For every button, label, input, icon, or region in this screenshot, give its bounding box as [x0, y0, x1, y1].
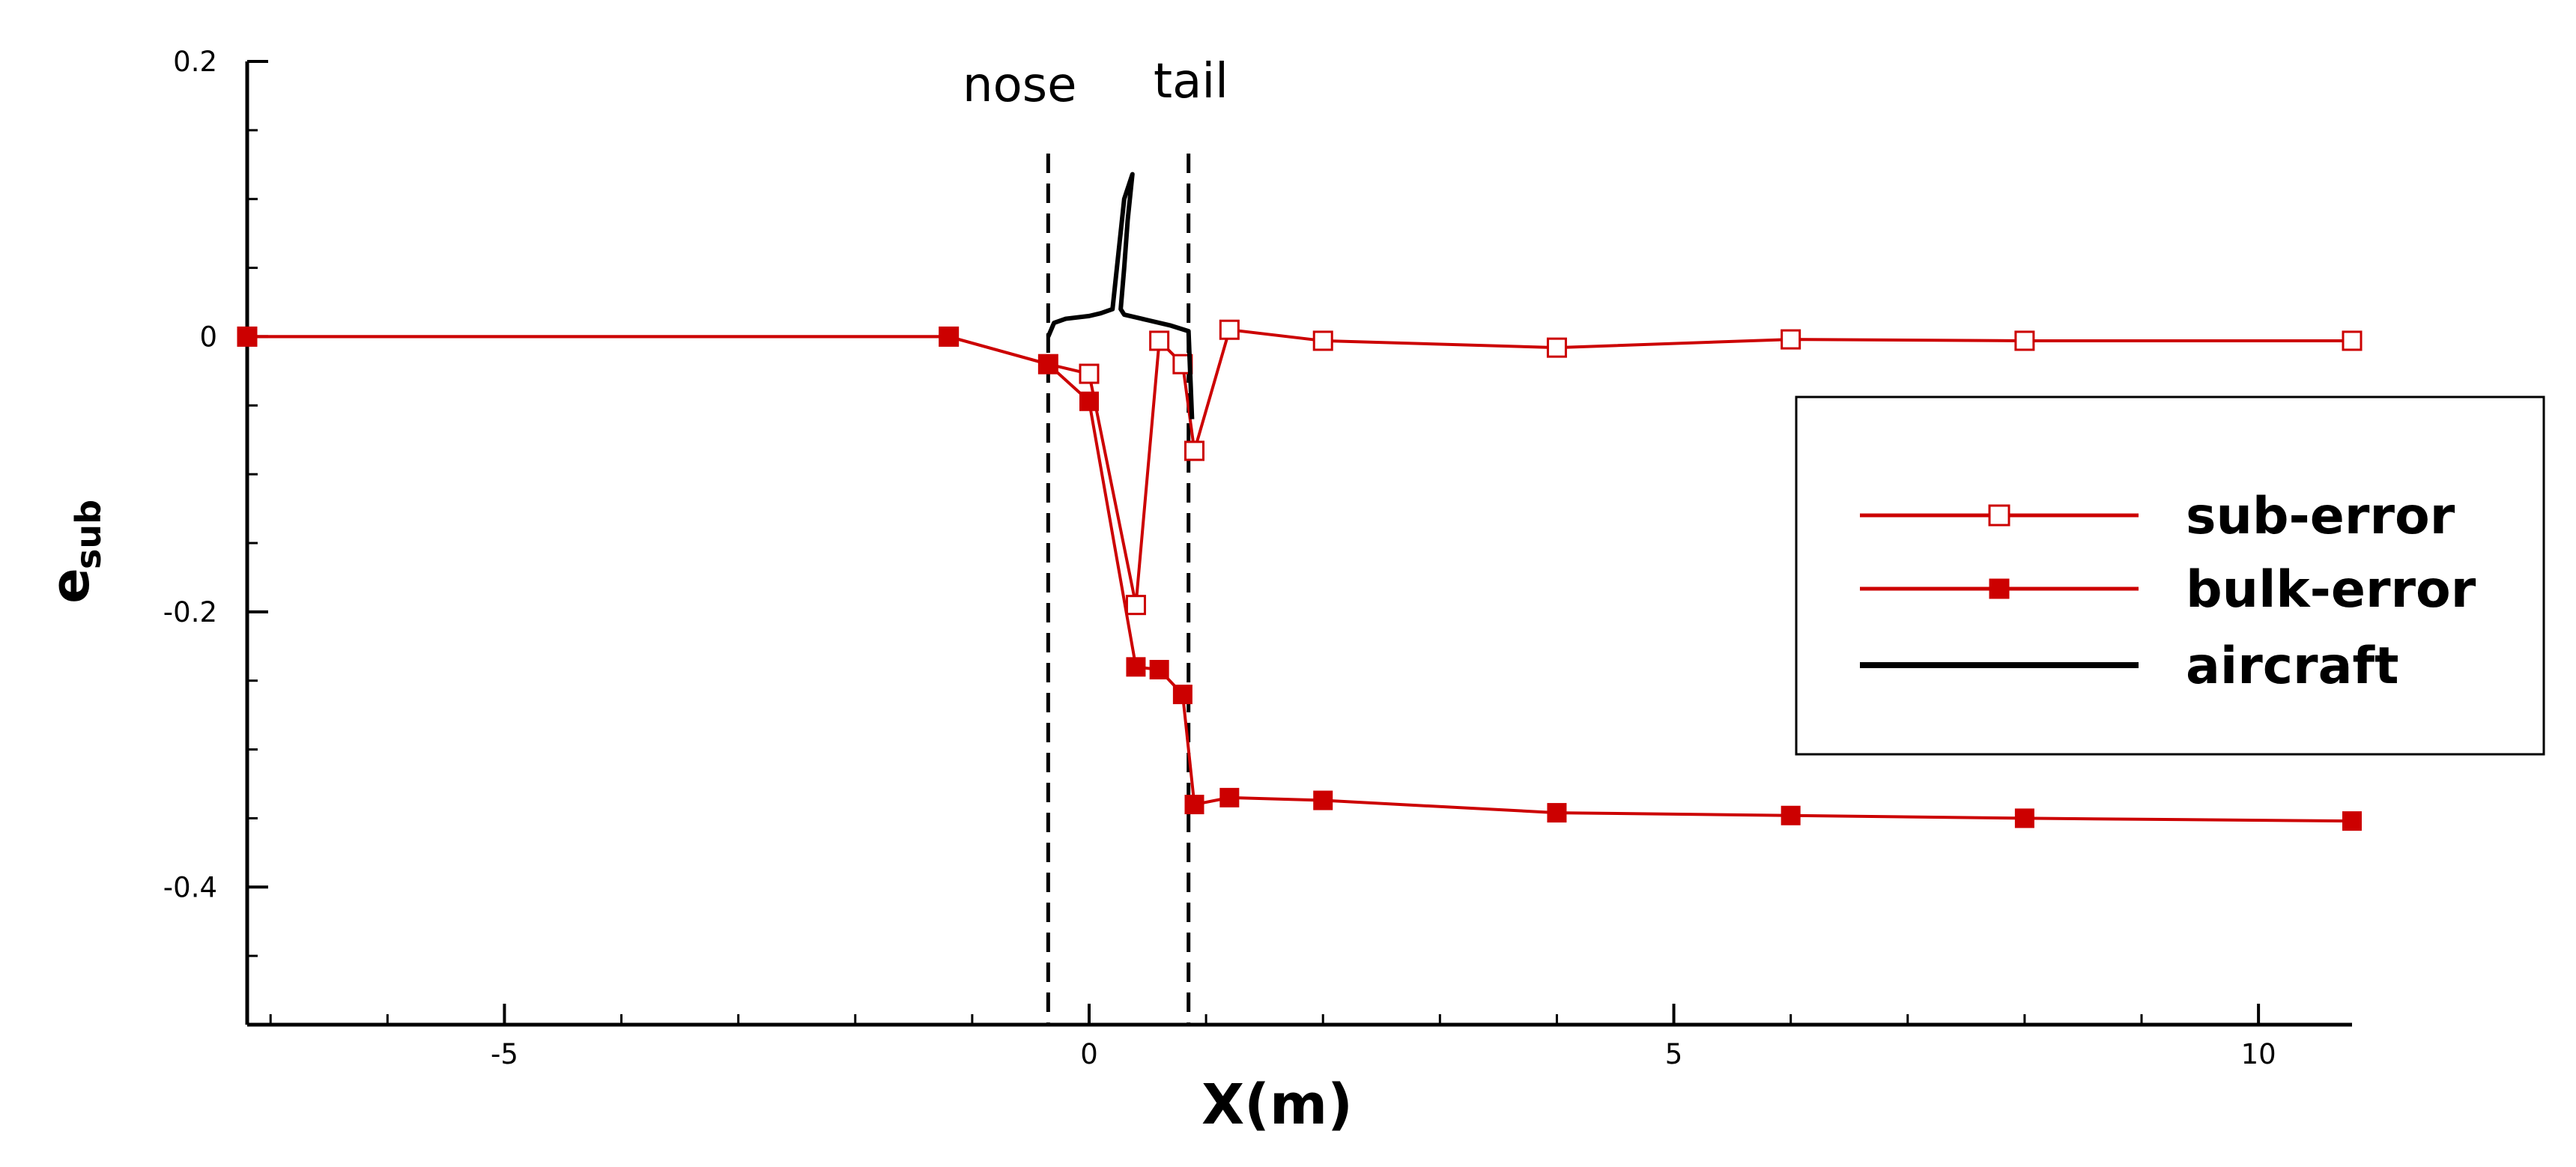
y-tick-label: 0 — [199, 321, 217, 353]
data-point-sub-error — [1184, 440, 1204, 461]
data-point-bulk-error — [1547, 803, 1567, 823]
x-tick-label: 5 — [1665, 1038, 1683, 1070]
series-layer — [237, 172, 2363, 831]
x-tick-label: 10 — [2241, 1038, 2276, 1070]
data-point-bulk-error — [1079, 391, 1099, 411]
reference-lines — [1046, 154, 1191, 1025]
legend-label-sub-error: sub-error — [2186, 487, 2455, 546]
data-point-sub-error — [2014, 330, 2035, 351]
data-point-bulk-error — [1038, 354, 1058, 375]
legend-box — [1795, 395, 2545, 756]
data-point-bulk-error — [1126, 657, 1146, 677]
annotation-nose: nose — [963, 58, 1076, 113]
data-point-bulk-error — [939, 327, 959, 347]
legend: sub-error bulk-error aircraft — [1795, 395, 2545, 756]
data-point-bulk-error — [1172, 685, 1192, 705]
x-axis-title: X(m) — [1201, 1073, 1353, 1137]
legend-marker-bulk-error — [1989, 578, 2010, 599]
data-point-sub-error — [1149, 330, 1170, 351]
axes: -5 0 5 10 0.2 0 -0.2 -0.4 — [163, 46, 2352, 1070]
y-axis-title-sub: sub — [68, 500, 109, 569]
annotation-tail: tail — [1154, 54, 1228, 109]
data-point-sub-error — [1312, 330, 1333, 351]
data-point-bulk-error — [1219, 787, 1240, 807]
y-axis-title: e sub — [40, 500, 109, 604]
data-point-sub-error — [2342, 330, 2363, 351]
legend-marker-sub-error — [1988, 504, 2010, 527]
x-tick-label: 0 — [1080, 1038, 1098, 1070]
data-point-bulk-error — [2014, 808, 2034, 828]
data-point-sub-error — [1079, 363, 1100, 384]
data-point-bulk-error — [1781, 805, 1801, 825]
data-point-bulk-error — [1149, 660, 1169, 680]
series-line-aircraft — [1046, 172, 1195, 419]
legend-label-aircraft: aircraft — [2186, 637, 2399, 696]
data-point-sub-error — [1781, 329, 1801, 350]
x-tick-label: -5 — [491, 1038, 518, 1070]
data-point-sub-error — [1125, 595, 1146, 616]
data-point-bulk-error — [1184, 795, 1204, 815]
data-point-bulk-error — [2342, 811, 2362, 831]
data-point-bulk-error — [237, 327, 257, 347]
data-point-sub-error — [1546, 337, 1567, 358]
y-tick-label: 0.2 — [173, 46, 217, 78]
y-tick-label: -0.4 — [163, 871, 217, 903]
data-point-sub-error — [1219, 319, 1240, 340]
y-axis-title-main: e — [40, 568, 101, 603]
data-point-bulk-error — [1313, 790, 1333, 810]
y-tick-label: -0.2 — [163, 596, 217, 628]
legend-label-bulk-error: bulk-error — [2186, 560, 2476, 619]
